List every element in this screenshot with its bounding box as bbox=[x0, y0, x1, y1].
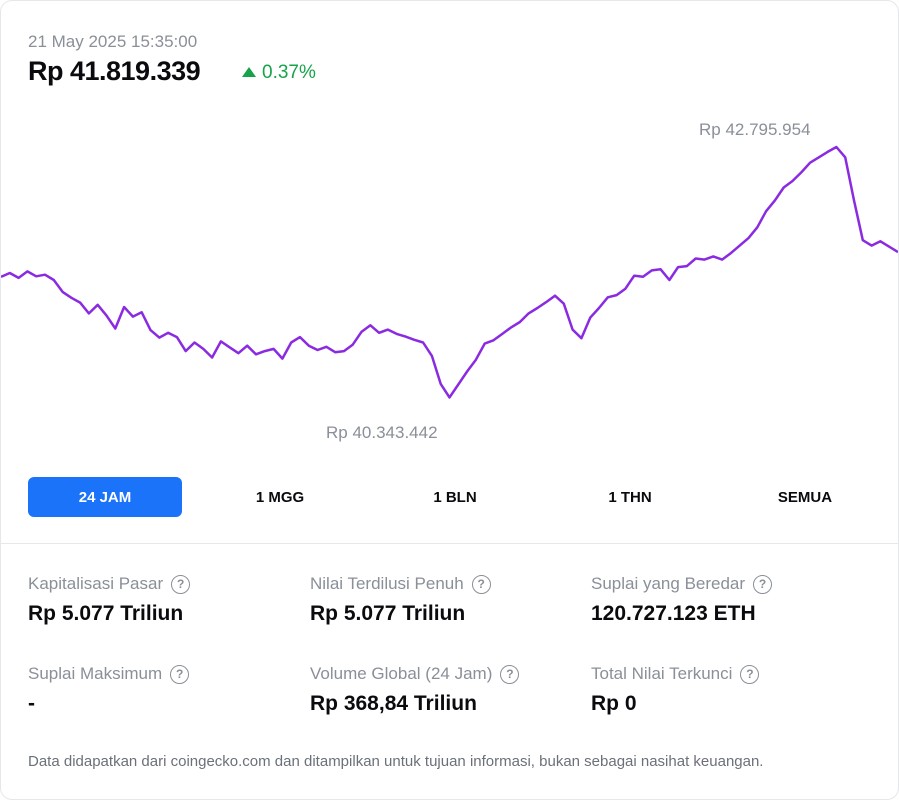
stat-value: Rp 368,84 Triliun bbox=[310, 692, 477, 715]
timeframe-tabs: 24 JAM 1 MGG 1 BLN 1 THN SEMUA bbox=[28, 477, 882, 517]
section-divider bbox=[1, 543, 898, 544]
stat-market-cap: Kapitalisasi Pasar? Rp 5.077 Triliun bbox=[28, 574, 191, 626]
stat-max-supply: Suplai Maksimum? - bbox=[28, 664, 190, 716]
stat-value: Rp 5.077 Triliun bbox=[310, 602, 466, 625]
tab-1-thn[interactable]: 1 THN bbox=[608, 488, 652, 506]
stat-label: Suplai yang Beredar bbox=[591, 574, 746, 593]
question-circle-icon[interactable]: ? bbox=[753, 574, 773, 594]
stat-label: Total Nilai Terkunci bbox=[591, 664, 733, 683]
question-circle-icon[interactable]: ? bbox=[471, 574, 491, 594]
question-circle-icon[interactable]: ? bbox=[171, 574, 191, 594]
stat-value: Rp 0 bbox=[591, 692, 637, 715]
stat-value: Rp 5.077 Triliun bbox=[28, 602, 184, 625]
stat-tvl: Total Nilai Terkunci? Rp 0 bbox=[591, 664, 760, 716]
stat-fdv: Nilai Terdilusi Penuh? Rp 5.077 Triliun bbox=[310, 574, 491, 626]
stat-label: Kapitalisasi Pasar bbox=[28, 574, 164, 593]
stat-value: - bbox=[28, 692, 35, 715]
tab-1-bln[interactable]: 1 BLN bbox=[433, 488, 477, 506]
tab-1-mgg[interactable]: 1 MGG bbox=[255, 488, 305, 506]
question-circle-icon[interactable]: ? bbox=[500, 664, 520, 684]
stat-label: Volume Global (24 Jam) bbox=[310, 664, 493, 683]
stat-value: 120.727.123 ETH bbox=[591, 602, 756, 625]
price-change: 0.37% bbox=[242, 62, 316, 84]
arrow-up-icon bbox=[242, 67, 256, 77]
question-circle-icon[interactable]: ? bbox=[170, 664, 190, 684]
chart-low-label: Rp 40.343.442 bbox=[326, 423, 438, 442]
stat-label: Nilai Terdilusi Penuh bbox=[310, 574, 464, 593]
price-line bbox=[1, 145, 898, 399]
chart-high-label: Rp 42.795.954 bbox=[699, 120, 811, 139]
question-circle-icon[interactable]: ? bbox=[740, 664, 760, 684]
current-price: Rp 41.819.339 bbox=[28, 56, 201, 86]
price-timestamp: 21 May 2025 15:35:00 bbox=[28, 32, 198, 51]
stat-circulating-supply: Suplai yang Beredar? 120.727.123 ETH bbox=[591, 574, 773, 626]
stat-label: Suplai Maksimum bbox=[28, 664, 163, 683]
stat-global-volume: Volume Global (24 Jam)? Rp 368,84 Triliu… bbox=[310, 664, 520, 716]
price-change-value: 0.37% bbox=[262, 62, 316, 83]
disclaimer-text: Data didapatkan dari coingecko.com dan d… bbox=[28, 753, 764, 770]
tab-24-jam[interactable]: 24 JAM bbox=[28, 477, 182, 517]
price-chart[interactable] bbox=[1, 101, 899, 431]
tab-semua[interactable]: SEMUA bbox=[777, 488, 833, 506]
